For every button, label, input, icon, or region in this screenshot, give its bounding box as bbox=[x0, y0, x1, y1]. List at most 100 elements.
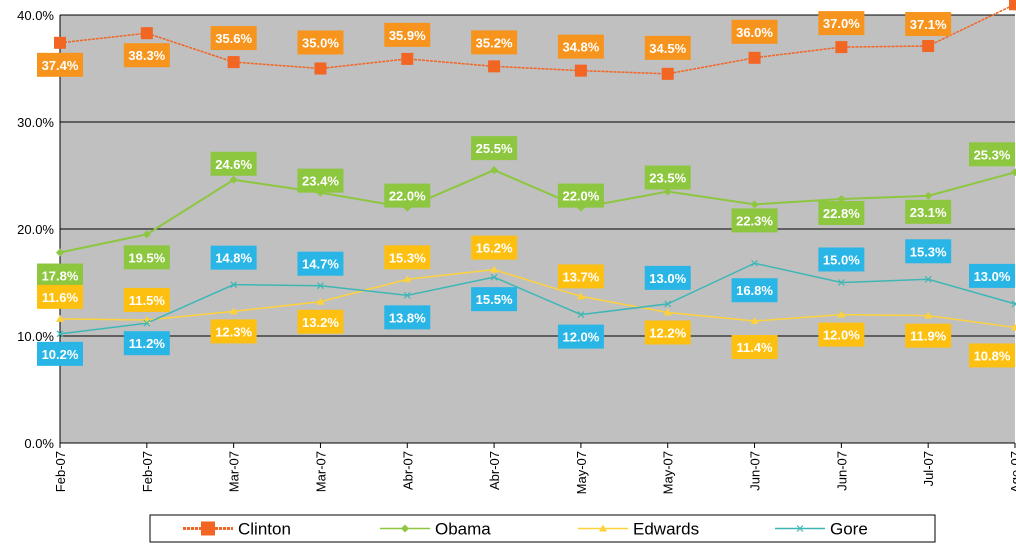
data-label-obama: 23.1% bbox=[905, 199, 952, 224]
data-label-box bbox=[557, 183, 604, 208]
legend-item-clinton: Clinton bbox=[183, 520, 291, 539]
data-label-box bbox=[210, 26, 257, 51]
legend-item-obama: Obama bbox=[380, 520, 491, 539]
x-tick-label: Ago-07 bbox=[1008, 451, 1016, 493]
data-label-box bbox=[297, 251, 344, 276]
data-label-box bbox=[969, 142, 1015, 167]
marker-edwards bbox=[837, 310, 846, 318]
marker-obama bbox=[229, 175, 238, 184]
marker-clinton bbox=[574, 64, 587, 77]
data-label-box bbox=[818, 322, 865, 347]
x-tick-label: May-07 bbox=[574, 451, 589, 494]
data-label-edwards: 12.0% bbox=[818, 322, 865, 347]
data-label-text: 23.4% bbox=[302, 174, 339, 189]
marker-clinton bbox=[140, 27, 153, 40]
data-label-obama: 25.3% bbox=[969, 142, 1015, 167]
data-label-text: 12.2% bbox=[649, 325, 686, 340]
marker-edwards bbox=[1011, 323, 1016, 331]
marker-gore bbox=[751, 259, 758, 267]
data-label-edwards: 11.4% bbox=[731, 335, 778, 360]
x-tick-label: Jul-07 bbox=[921, 451, 936, 486]
data-label-gore: 13.8% bbox=[384, 305, 431, 330]
data-label-edwards: 16.2% bbox=[471, 235, 518, 260]
data-label-box bbox=[731, 278, 778, 303]
data-label-text: 15.5% bbox=[476, 292, 513, 307]
data-label-edwards: 10.8% bbox=[969, 343, 1015, 368]
data-label-box bbox=[471, 235, 518, 260]
y-tick-label: 20.0% bbox=[17, 222, 54, 237]
marker-obama bbox=[56, 248, 64, 257]
data-label-text: 22.8% bbox=[823, 206, 860, 221]
marker-gore bbox=[143, 319, 151, 327]
marker-edwards bbox=[490, 265, 499, 273]
marker-clinton bbox=[227, 56, 240, 69]
data-label-box bbox=[384, 245, 431, 270]
marker-edwards bbox=[750, 317, 759, 325]
x-tick-label: Mar-07 bbox=[227, 451, 242, 492]
marker-edwards bbox=[403, 275, 412, 283]
marker-gore bbox=[56, 330, 64, 338]
marker-obama bbox=[750, 200, 759, 209]
marker-gore bbox=[837, 279, 845, 286]
data-label-text: 15.3% bbox=[389, 250, 426, 265]
marker-clinton bbox=[401, 52, 414, 65]
marker-obama bbox=[142, 230, 151, 239]
x-tick-label: Abr-07 bbox=[400, 451, 415, 490]
marker-obama bbox=[924, 191, 933, 200]
marker-obama bbox=[1011, 168, 1016, 177]
data-label-obama: 23.4% bbox=[297, 168, 344, 193]
data-label-box bbox=[297, 168, 344, 193]
data-label-text: 25.5% bbox=[476, 141, 513, 156]
marker-obama bbox=[490, 166, 499, 175]
legend: Clinton Obama Edwards Gore bbox=[149, 514, 936, 543]
data-label-text: 35.0% bbox=[302, 36, 339, 51]
marker-clinton bbox=[661, 67, 674, 80]
data-label-box bbox=[471, 136, 518, 161]
data-label-text: 35.9% bbox=[389, 28, 426, 43]
data-label-gore: 13.0% bbox=[644, 265, 691, 290]
series-line-edwards bbox=[59, 268, 1016, 329]
x-tick-label: Feb-07 bbox=[140, 451, 155, 492]
data-label-box bbox=[644, 320, 691, 345]
data-label-text: 13.7% bbox=[562, 269, 599, 284]
y-tick-label: 0.0% bbox=[24, 436, 54, 451]
marker-edwards bbox=[663, 308, 672, 316]
marker-clinton bbox=[314, 62, 327, 75]
data-label-edwards: 11.5% bbox=[123, 287, 170, 312]
data-label-clinton: 37.0% bbox=[818, 11, 865, 36]
marker-gore bbox=[230, 281, 238, 289]
data-label-gore: 15.5% bbox=[471, 287, 518, 312]
data-label-text: 22.3% bbox=[736, 213, 773, 228]
data-label-text: 35.2% bbox=[476, 35, 513, 50]
data-label-obama: 22.8% bbox=[818, 201, 865, 226]
marker-edwards bbox=[924, 311, 933, 319]
data-label-box bbox=[969, 263, 1015, 288]
data-label-text: 35.6% bbox=[215, 31, 252, 46]
data-label-box bbox=[731, 208, 778, 233]
data-label-gore: 11.2% bbox=[123, 331, 170, 356]
data-label-box bbox=[471, 287, 518, 312]
marker-edwards bbox=[316, 297, 325, 305]
data-label-gore: 14.8% bbox=[210, 245, 257, 270]
data-label-text: 12.0% bbox=[823, 328, 860, 343]
data-label-text: 34.8% bbox=[562, 40, 599, 55]
series-lines bbox=[59, 3, 1016, 335]
data-label-clinton: 35.9% bbox=[384, 22, 431, 47]
data-label-text: 34.5% bbox=[649, 41, 686, 56]
data-label-text: 12.3% bbox=[215, 324, 252, 339]
data-label-gore: 16.8% bbox=[731, 278, 778, 303]
x-tick-label: Jun-07 bbox=[748, 451, 763, 491]
data-label-text: 22.0% bbox=[562, 189, 599, 204]
marker-gore bbox=[664, 300, 672, 308]
data-label-edwards: 12.2% bbox=[644, 320, 691, 345]
data-label-box bbox=[818, 11, 865, 36]
marker-clinton bbox=[835, 41, 848, 54]
x-tick-label: Mar-07 bbox=[313, 451, 328, 492]
data-label-text: 37.0% bbox=[823, 16, 860, 31]
data-label-text: 11.9% bbox=[910, 329, 947, 344]
marker-edwards bbox=[576, 292, 585, 300]
data-label-box bbox=[905, 239, 952, 264]
data-label-box bbox=[123, 331, 170, 356]
legend-label: Clinton bbox=[238, 520, 291, 539]
data-label-box bbox=[210, 319, 257, 344]
